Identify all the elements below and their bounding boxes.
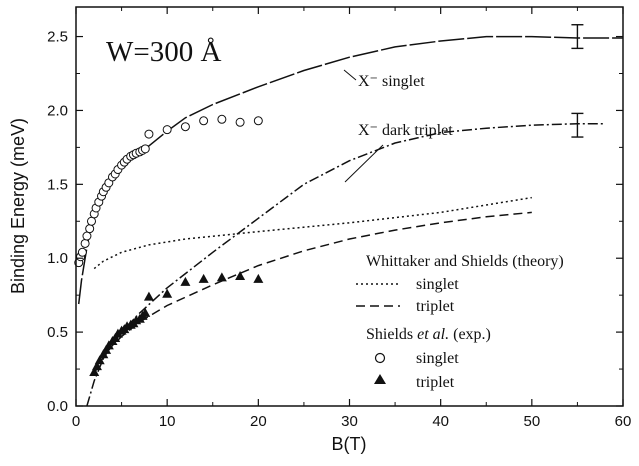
exp-triplet-point (91, 361, 102, 371)
x-tick-label: 0 (72, 413, 80, 430)
exp-triplet-point (198, 273, 209, 283)
exp-triplet-point (235, 270, 246, 280)
legend: Whittaker and Shields (theory) singlet t… (356, 253, 564, 391)
x-tick-label: 60 (615, 413, 632, 430)
singlet-annotation-arrow (343, 69, 357, 81)
curves-layer (77, 35, 623, 407)
exp-singlet-point (253, 116, 263, 126)
dark-triplet-annotation: X⁻ dark triplet (358, 122, 453, 139)
x-tick-label: 50 (523, 413, 540, 430)
exp-triplet-point (162, 288, 173, 298)
y-tick-label: 1.5 (47, 176, 68, 193)
legend-exp-triplet-label: triplet (416, 374, 455, 391)
y-tick-label: 0.5 (47, 324, 68, 341)
exp-triplet-point (89, 367, 100, 377)
exp-singlet-point (235, 117, 245, 127)
markers-layer (74, 24, 584, 377)
exp-triplet-point (180, 276, 191, 286)
x-axis-label: B(T) (332, 434, 367, 454)
exp-singlet-point (162, 125, 172, 135)
dark-triplet-annotation-arrow (344, 144, 384, 183)
exp-singlet-point (199, 116, 209, 126)
y-tick-label: 1.0 (47, 250, 68, 267)
exp-singlet-point (180, 122, 190, 132)
exp-singlet-point (140, 144, 150, 154)
exp-triplet-point (143, 291, 154, 301)
exp-triplet-point (253, 273, 264, 283)
legend-exp-singlet-marker (374, 352, 386, 364)
exp-singlet-point (144, 129, 154, 139)
y-tick-label: 2.5 (47, 29, 68, 46)
legend-exp-triplet-marker (374, 374, 386, 384)
exp-singlet-point (80, 238, 90, 248)
legend-exp-singlet-label: singlet (416, 350, 459, 367)
series-line-dashed-line (93, 211, 532, 374)
y-tick-label: 0.0 (47, 398, 68, 415)
x-tick-label: 10 (159, 413, 176, 430)
singlet-curve-annotation: X⁻ singlet (358, 73, 425, 90)
exp-singlet-point (77, 247, 87, 257)
exp-triplet-point (216, 272, 227, 282)
y-tick-label: 2.0 (47, 102, 68, 119)
well-width-annotation: W=300 Å (106, 36, 221, 68)
exp-triplet-point (94, 355, 105, 365)
legend-theory-triplet-label: triplet (416, 298, 455, 315)
exp-singlet-point (85, 224, 95, 234)
exp-triplet-point (140, 307, 151, 317)
ticks-layer: 0 10 20 30 40 50 60 0.0 0.5 1.0 1.5 2.0 2.5 (47, 7, 631, 430)
exp-singlet-point (217, 114, 227, 124)
x-tick-label: 40 (432, 413, 449, 430)
exp-singlet-point (82, 231, 92, 241)
legend-theory-header: Whittaker and Shields (theory) (366, 253, 564, 270)
exp-singlet-point (86, 216, 96, 226)
legend-exp-header: Shields et al. (exp.) (366, 326, 491, 343)
legend-theory-singlet-label: singlet (416, 276, 459, 293)
x-tick-label: 30 (341, 413, 358, 430)
x-tick-label: 20 (250, 413, 267, 430)
y-axis-label: Binding Energy (meV) (8, 118, 28, 294)
